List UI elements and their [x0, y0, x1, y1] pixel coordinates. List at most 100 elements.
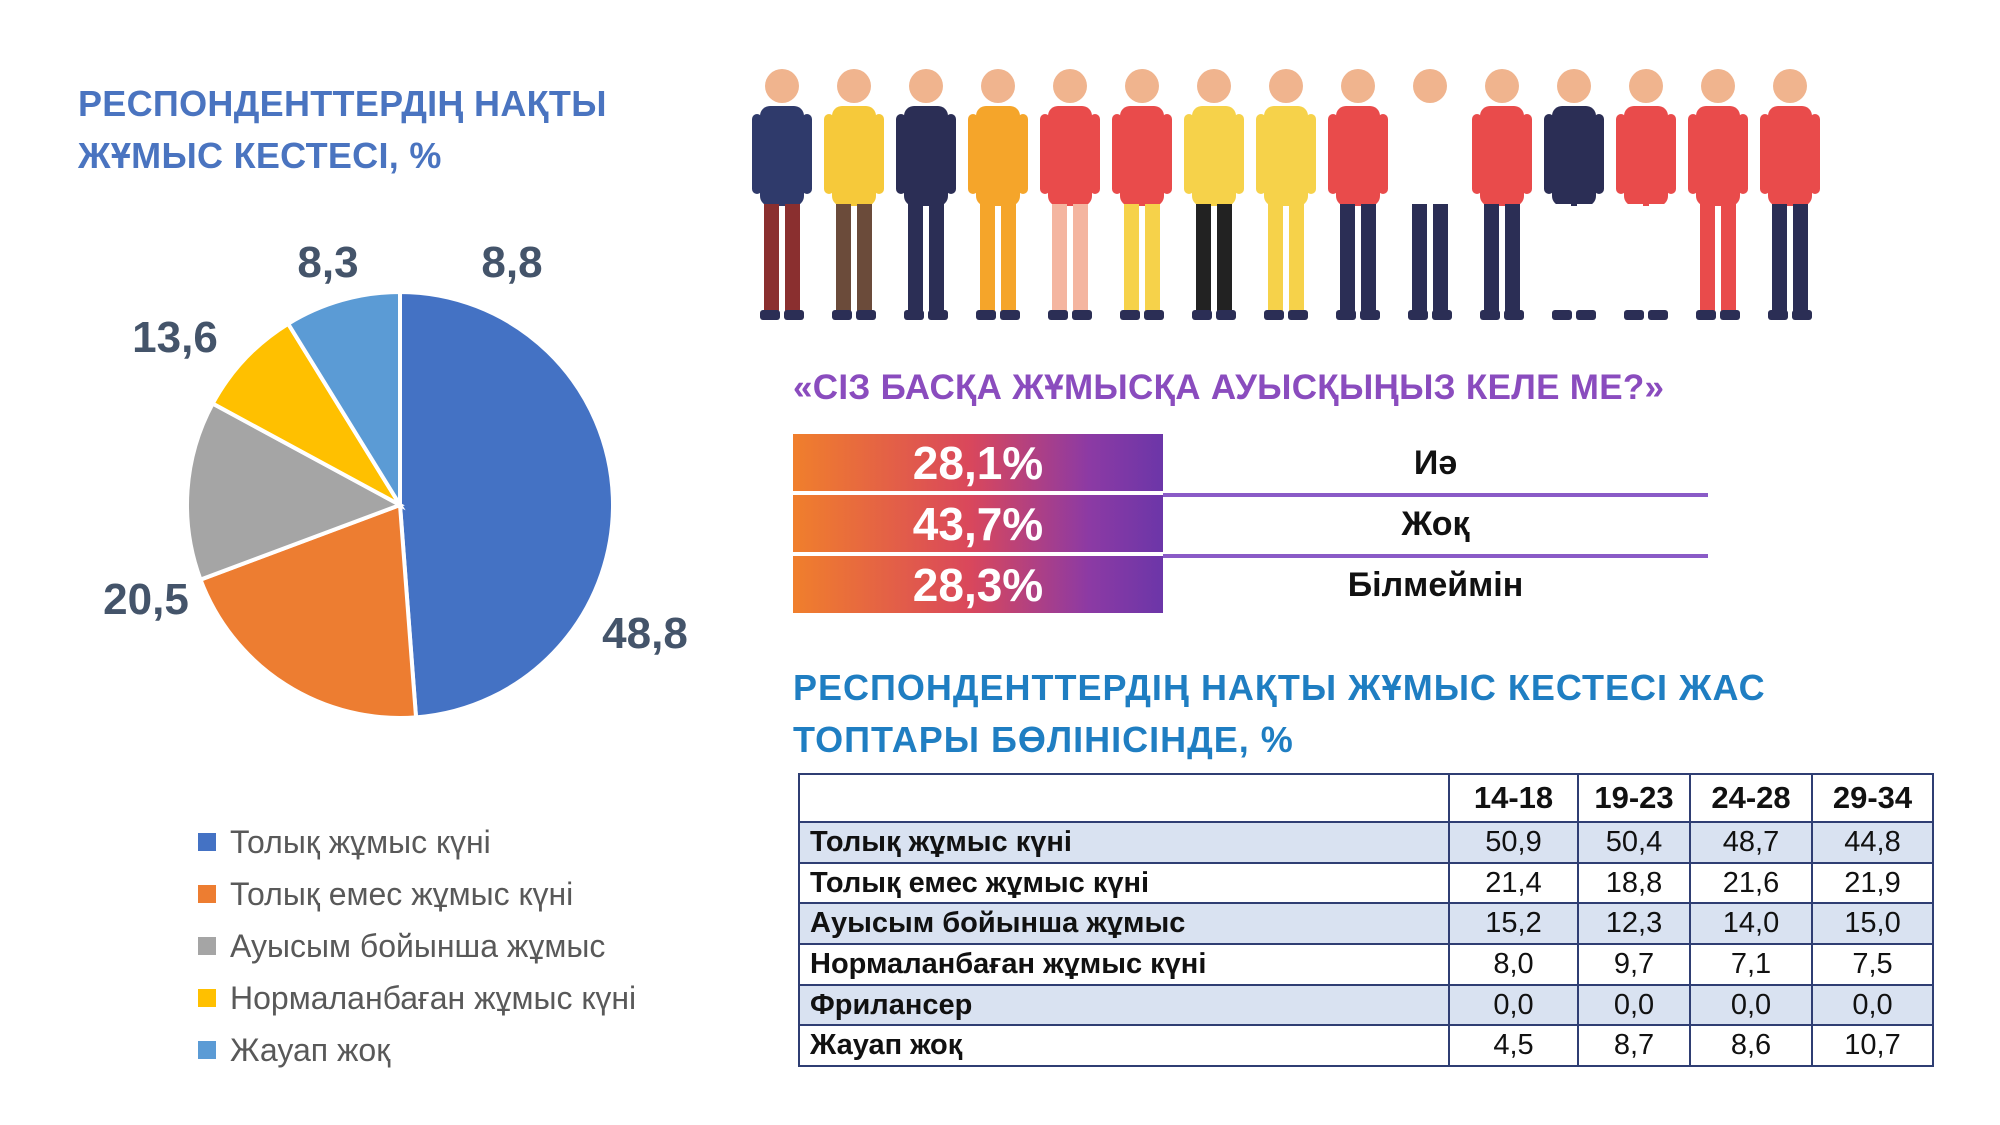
table-header-cell — [798, 773, 1450, 823]
pie-slice — [209, 320, 406, 511]
answer-divider — [1163, 554, 1708, 558]
pie-data-label: 20,5 — [103, 575, 189, 624]
pie-data-label: 8,8 — [481, 238, 542, 287]
table-header-cell: 19-23 — [1577, 773, 1691, 823]
answer-value-bar: 28,1% — [793, 434, 1163, 491]
table-cell: 4,5 — [1448, 1024, 1579, 1068]
answer-row: 28,1% Иә — [793, 433, 1708, 497]
table-cell: 0,0 — [1448, 983, 1579, 1027]
answer-label: Иә — [1413, 444, 1458, 482]
table-row: Ауысым бойынша жұмыс 15,2 12,3 14,0 15,0 — [798, 902, 1934, 946]
table-cell: 7,1 — [1689, 943, 1813, 986]
table-cell: 12,3 — [1577, 902, 1691, 946]
table-cell: 14,0 — [1689, 902, 1813, 946]
table-cell: 0,0 — [1689, 983, 1813, 1027]
legend-label: Толық емес жұмыс күні — [230, 875, 574, 912]
answer-row: 28,3% Білмеймін — [793, 555, 1708, 616]
pie-data-label: 48,8 — [602, 609, 688, 658]
row-label: Нормаланбаған жұмыс күні — [798, 943, 1450, 986]
table-cell: 8,0 — [1448, 943, 1579, 986]
worker-figure — [1112, 69, 1172, 320]
legend-item: Толық жұмыс күні — [198, 816, 636, 868]
table-cell: 21,9 — [1811, 861, 1934, 905]
table-cell: 8,7 — [1577, 1024, 1691, 1068]
table-row: Жауап жоқ 4,5 8,7 8,6 10,7 — [798, 1024, 1934, 1068]
table-header-cell: 29-34 — [1811, 773, 1934, 823]
answer-row: 43,7% Жоқ — [793, 494, 1708, 558]
table-header-cell: 24-28 — [1689, 773, 1813, 823]
worker-figure — [1616, 69, 1676, 320]
worker-figure — [1256, 69, 1316, 320]
pie-chart: 48,8 20,5 13,6 8,3 8,8 — [103, 238, 688, 720]
table-cell: 44,8 — [1811, 821, 1934, 864]
worker-figure — [896, 69, 956, 320]
pie-data-label: 8,3 — [297, 238, 358, 287]
answer-label: Жоқ — [1401, 505, 1470, 543]
pie-data-label: 13,6 — [132, 313, 218, 362]
table-cell: 15,2 — [1448, 902, 1579, 946]
legend-item: Жауап жоқ — [198, 1024, 636, 1076]
worker-figure — [1760, 69, 1820, 320]
table-cell: 18,8 — [1577, 861, 1691, 905]
answer-value-bar: 28,3% — [793, 556, 1163, 613]
legend-label: Нормаланбаған жұмыс күні — [230, 979, 637, 1016]
legend-swatch — [198, 833, 216, 851]
workers-illustration — [752, 69, 1820, 320]
answer-value-bar: 43,7% — [793, 495, 1163, 552]
pie-legend: Толық жұмыс күні Толық емес жұмыс күні Ауы… — [198, 816, 636, 1076]
worker-figure — [968, 69, 1028, 320]
row-label: Фрилансер — [798, 983, 1450, 1027]
row-label: Ауысым бойынша жұмыс — [798, 902, 1450, 946]
table-row: Нормаланбаған жұмыс күні 8,0 9,7 7,1 7,5 — [798, 943, 1934, 986]
answer-list: 28,1% Иә 43,7% Жоқ 28,3% Білмеймін — [793, 433, 1708, 616]
legend-label: Жауап жоқ — [230, 1031, 391, 1068]
worker-figure — [1184, 69, 1244, 320]
legend-swatch — [198, 937, 216, 955]
table-cell: 0,0 — [1577, 983, 1691, 1027]
row-label: Толық жұмыс күні — [798, 821, 1450, 864]
worker-figure — [752, 69, 812, 320]
age-group-table: 14-18 19-23 24-28 29-34 Толық жұмыс күні… — [798, 773, 1934, 1068]
legend-label: Толық жұмыс күні — [230, 823, 491, 860]
pie-chart-title: РЕСПОНДЕНТТЕРДІҢ НАҚТЫ ЖҰМЫС КЕСТЕСІ, % — [78, 83, 607, 176]
legend-item: Толық емес жұмыс күні — [198, 868, 636, 920]
pie-slice — [197, 502, 419, 720]
worker-figure — [1328, 69, 1388, 320]
legend-item: Нормаланбаған жұмыс күні — [198, 972, 636, 1024]
table-cell: 50,4 — [1577, 821, 1691, 864]
worker-figure — [1400, 69, 1460, 320]
legend-swatch — [198, 885, 216, 903]
legend-swatch — [198, 1041, 216, 1059]
pie-slice — [398, 289, 615, 720]
row-label: Жауап жоқ — [798, 1024, 1450, 1068]
legend-item: Ауысым бойынша жұмыс — [198, 920, 636, 972]
table-row: Фрилансер 0,0 0,0 0,0 0,0 — [798, 983, 1934, 1027]
table-cell: 9,7 — [1577, 943, 1691, 986]
table-title: РЕСПОНДЕНТТЕРДІҢ НАҚТЫ ЖҰМЫС КЕСТЕСІ ЖАС… — [793, 667, 1766, 760]
table-cell: 15,0 — [1811, 902, 1934, 946]
table-row: Толық жұмыс күні 50,9 50,4 48,7 44,8 — [798, 821, 1934, 864]
table-cell: 8,6 — [1689, 1024, 1813, 1068]
table-cell: 21,4 — [1448, 861, 1579, 905]
table-cell: 7,5 — [1811, 943, 1934, 986]
table-cell: 0,0 — [1811, 983, 1934, 1027]
table-cell: 50,9 — [1448, 821, 1579, 864]
worker-figure — [1472, 69, 1532, 320]
pie-slice — [285, 289, 402, 513]
table-header-row: 14-18 19-23 24-28 29-34 — [798, 773, 1934, 823]
table-cell: 21,6 — [1689, 861, 1813, 905]
legend-swatch — [198, 989, 216, 1007]
table-header-cell: 14-18 — [1448, 773, 1579, 823]
worker-figure — [824, 69, 884, 320]
worker-figure — [1688, 69, 1748, 320]
worker-figure — [1040, 69, 1100, 320]
worker-figure — [1544, 69, 1604, 320]
answer-label: Білмеймін — [1347, 566, 1524, 604]
table-row: Толық емес жұмыс күні 21,4 18,8 21,6 21,… — [798, 861, 1934, 905]
table-cell: 48,7 — [1689, 821, 1813, 864]
legend-label: Ауысым бойынша жұмыс — [230, 927, 606, 964]
table-cell: 10,7 — [1811, 1024, 1934, 1068]
row-label: Толық емес жұмыс күні — [798, 861, 1450, 905]
pie-slice — [185, 400, 405, 583]
question-title: «СІЗ БАСҚА ЖҰМЫСҚА АУЫСҚЫҢЫЗ КЕЛЕ МЕ?» — [793, 368, 1665, 407]
